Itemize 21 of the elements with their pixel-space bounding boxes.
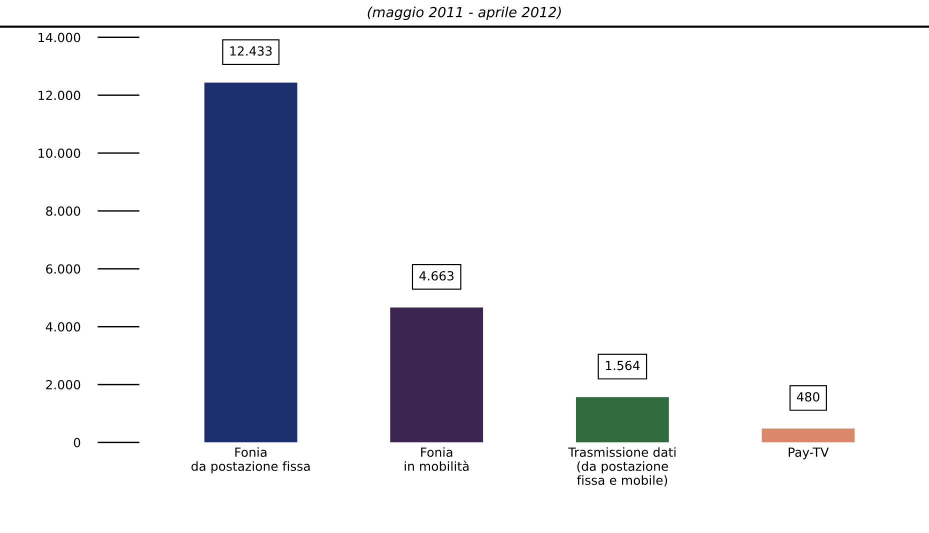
y-tick-label: 0 bbox=[74, 438, 80, 448]
bar bbox=[204, 82, 298, 442]
data-label: 4.663 bbox=[419, 271, 454, 281]
x-tick-label: Pay-TV bbox=[788, 448, 829, 460]
bar bbox=[390, 307, 484, 442]
y-tick-label: 6.000 bbox=[46, 264, 80, 274]
data-label: 480 bbox=[796, 392, 820, 402]
bar bbox=[576, 397, 669, 442]
y-tick-label: 10.000 bbox=[38, 148, 80, 158]
y-tick-label: 12.000 bbox=[38, 90, 80, 100]
x-tick-label: Fonia da postazione fissa bbox=[191, 447, 310, 474]
x-tick-label: Fonia in mobilità bbox=[404, 447, 469, 471]
x-tick-label: Trasmissione dati (da postazione fissa e mobile) bbox=[568, 447, 676, 486]
y-tick-label: 8.000 bbox=[46, 206, 80, 216]
chart-subtitle: (maggio 2011 - aprile 2012) bbox=[368, 6, 561, 20]
y-tick-label: 14.000 bbox=[38, 32, 80, 42]
data-label: 12.433 bbox=[230, 46, 272, 56]
y-tick-label: 4.000 bbox=[46, 322, 80, 332]
y-tick-label: 2.000 bbox=[46, 380, 80, 390]
data-label: 1.564 bbox=[606, 360, 640, 370]
bar bbox=[762, 428, 855, 442]
